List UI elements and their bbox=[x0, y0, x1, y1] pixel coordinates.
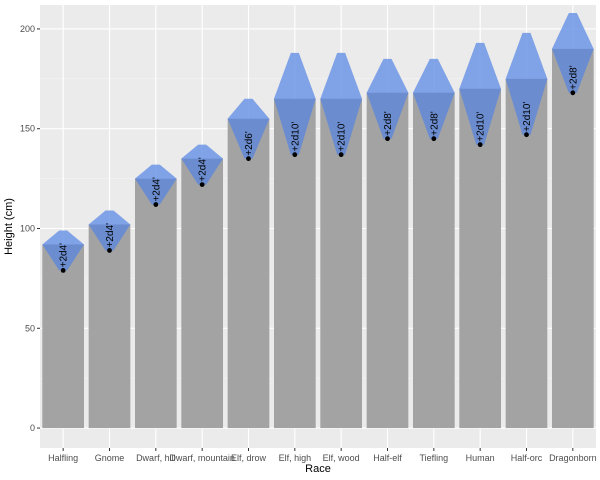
x-tick-label: Elf, high bbox=[279, 453, 312, 463]
dice-range-lower-half bbox=[88, 224, 131, 251]
x-tick-label: Halfling bbox=[48, 453, 78, 463]
dice-range-lower-half bbox=[227, 118, 270, 159]
dice-range-lower-half bbox=[459, 88, 502, 145]
y-tick-label: 200 bbox=[20, 24, 35, 34]
dice-range-diamond bbox=[459, 42, 502, 145]
bar bbox=[88, 224, 131, 429]
dice-range-lower-half bbox=[181, 158, 224, 185]
base-height-point bbox=[431, 136, 437, 142]
base-height-point bbox=[385, 136, 390, 142]
dice-label: +2d8' bbox=[429, 111, 440, 136]
dice-label: +2d10' bbox=[337, 122, 348, 152]
dice-range-diamond bbox=[181, 144, 224, 185]
dice-label: +2d10' bbox=[522, 102, 533, 132]
dice-label: +2d4' bbox=[59, 243, 70, 268]
dice-label: +2d4' bbox=[105, 223, 116, 248]
bar bbox=[551, 48, 594, 429]
dice-range-lower-half bbox=[320, 98, 363, 155]
dice-range-diamond bbox=[551, 12, 594, 93]
dice-range-lower-half bbox=[273, 98, 316, 155]
dice-label: +2d10' bbox=[476, 112, 487, 142]
x-tick-label: Elf, drow bbox=[231, 453, 267, 463]
x-tick-label: Human bbox=[466, 453, 495, 463]
dice-range-diamond bbox=[320, 52, 363, 155]
dice-labels: +2d4' +2d4' +2d4' +2d4' +2d6' +2d10' +2d10' +2d… bbox=[59, 65, 580, 267]
dice-label: +2d6' bbox=[244, 131, 255, 156]
dice-range-diamond bbox=[134, 164, 177, 205]
base-height-point bbox=[107, 248, 112, 253]
dice-range-diamond bbox=[88, 210, 131, 251]
x-tick-label: Half-elf bbox=[373, 453, 402, 463]
y-axis: 0 50 100 150 200 bbox=[20, 24, 40, 433]
x-tick-label: Dragonborn bbox=[549, 453, 597, 463]
dice-label: +2d10' bbox=[290, 122, 301, 152]
y-axis-title: Height (cm) bbox=[3, 198, 15, 255]
dice-range-diamond bbox=[42, 230, 85, 271]
x-tick-label: Half-orc bbox=[511, 453, 543, 463]
bar bbox=[412, 92, 455, 429]
base-height-point bbox=[477, 142, 483, 148]
bars-layer bbox=[42, 48, 594, 429]
y-tick-label: 50 bbox=[25, 323, 35, 333]
dice-range-diamond bbox=[412, 58, 455, 139]
dice-range-diamond bbox=[366, 58, 409, 139]
dice-label: +2d4' bbox=[198, 157, 209, 182]
y-tick-label: 0 bbox=[30, 423, 35, 433]
x-tick-label: Tiefling bbox=[419, 453, 448, 463]
base-height-points bbox=[60, 90, 576, 273]
bar bbox=[134, 178, 177, 429]
base-height-point bbox=[199, 182, 205, 187]
base-height-point bbox=[338, 152, 344, 158]
base-height-point bbox=[570, 90, 576, 96]
dice-label: +2d4' bbox=[151, 177, 162, 202]
bar bbox=[366, 92, 409, 429]
dice-range-diamond bbox=[505, 32, 548, 135]
dice-range-lower-half bbox=[366, 92, 409, 139]
x-tick-label: Gnome bbox=[95, 453, 125, 463]
y-tick-label: 150 bbox=[20, 124, 35, 134]
x-tick-label: Dwarf, hill bbox=[136, 453, 176, 463]
base-height-point bbox=[60, 268, 66, 273]
dice-range-diamonds bbox=[42, 12, 594, 271]
dice-range-lower-half bbox=[505, 78, 548, 135]
base-height-point bbox=[524, 132, 529, 138]
x-tick-label: Dwarf, mountain bbox=[169, 453, 235, 463]
x-tick-label: Elf, wood bbox=[323, 453, 360, 463]
dice-range-lower-half bbox=[551, 48, 594, 93]
base-height-point bbox=[153, 202, 159, 207]
bar bbox=[42, 244, 85, 429]
base-height-point bbox=[246, 156, 251, 162]
bar bbox=[227, 118, 270, 429]
bar bbox=[181, 158, 224, 429]
dice-label: +2d8' bbox=[383, 111, 394, 136]
dice-range-diamond bbox=[227, 98, 270, 159]
dice-range-lower-half bbox=[134, 178, 177, 205]
dice-range-lower-half bbox=[42, 244, 85, 271]
y-tick-label: 100 bbox=[20, 223, 35, 233]
dice-label: +2d8' bbox=[568, 65, 579, 90]
x-axis-title: Race bbox=[305, 463, 331, 475]
dice-range-lower-half bbox=[412, 92, 455, 139]
base-height-point bbox=[292, 152, 298, 158]
dice-range-diamond bbox=[273, 52, 316, 155]
